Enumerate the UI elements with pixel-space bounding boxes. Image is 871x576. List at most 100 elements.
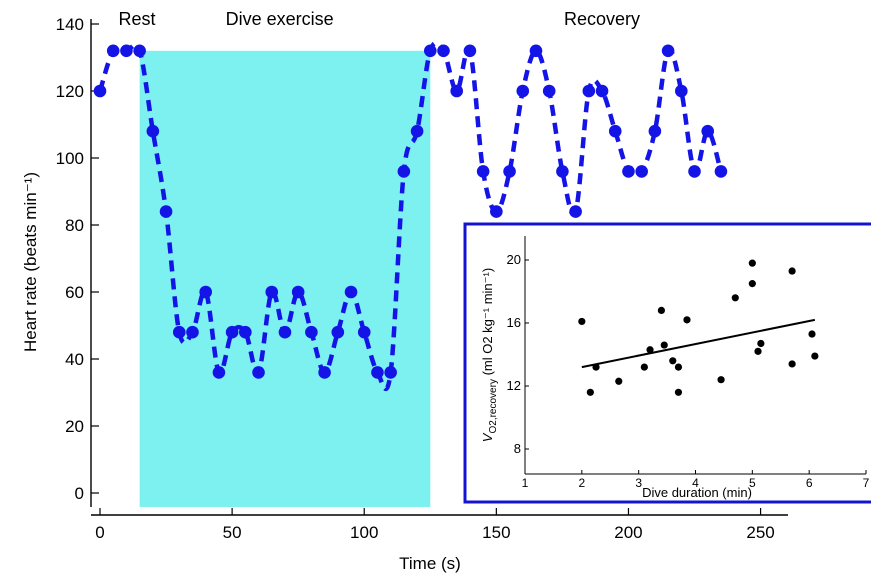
heart-rate-point [608,124,622,138]
inset-scatter-point [811,352,819,360]
inset-y-axis-label-main: V [480,432,495,442]
heart-rate-point [490,205,503,218]
heart-rate-point [344,285,358,299]
heart-rate-point [423,44,437,58]
x-tick-label: 100 [350,523,378,542]
inset-scatter-point [674,388,683,396]
heart-rate-point [635,165,648,178]
heart-rate-point [93,84,107,98]
inset-x-tick-label: 4 [692,476,699,490]
inset-x-tick-label: 3 [635,476,642,490]
heart-rate-point [582,84,596,98]
inset-scatter-point [748,259,756,267]
inset-scatter-point [748,280,756,288]
dive-exercise-region [139,50,431,508]
y-axis-label: Heart rate (beats min⁻¹) [21,172,40,352]
heart-rate-point [331,325,345,339]
heart-rate-point [371,366,384,379]
heart-rate-point [714,165,728,178]
inset-scatter-point [578,317,586,326]
y-tick-label: 140 [56,15,84,34]
inset-scatter-point [646,346,654,354]
heart-rate-point [542,84,556,98]
inset-scatter-point [788,267,796,275]
inset-x-tick-label: 7 [863,476,870,490]
phase-label: Rest [118,9,155,29]
heart-rate-point [357,325,371,339]
heart-rate-point [675,84,688,98]
heart-rate-point [305,325,318,339]
y-tick-label: 20 [65,417,84,436]
x-tick-label: 0 [95,523,104,542]
heart-rate-point [595,84,609,98]
y-tick-label: 40 [65,350,84,369]
heart-rate-point [688,165,701,178]
phase-label: Recovery [564,9,640,29]
heart-rate-point [199,285,212,299]
inset-scatter-point [674,363,683,371]
inset-y-axis-label: VO2,recovery (ml O2 kg⁻¹ min⁻¹) [480,268,499,442]
heart-rate-point [463,44,477,58]
heart-rate-point [106,44,120,58]
x-tick-label: 50 [223,523,242,542]
heart-rate-point [120,44,133,58]
heart-rate-point [410,124,424,138]
inset-scatter-point [669,357,677,365]
heart-rate-point [159,205,173,218]
heart-rate-point [397,165,411,178]
inset-scatter-point [592,363,600,371]
inset-x-tick-label: 2 [578,476,585,490]
y-tick-label: 60 [65,283,84,302]
heart-rate-point [701,124,715,138]
heart-rate-point [186,325,199,339]
y-tick-label: 120 [56,82,84,101]
inset-scatter-point [683,316,691,324]
heart-rate-point [133,44,146,58]
inset-y-tick-label: 12 [507,378,521,393]
inset-scatter-point [731,294,739,302]
heart-rate-point [556,165,569,178]
heart-rate-point [172,325,186,339]
inset-scatter-point [717,376,725,384]
inset-trendline [581,318,816,369]
inset-y-axis-label-unit: (ml O2 kg⁻¹ min⁻¹) [480,268,495,379]
y-tick-label: 100 [56,149,84,168]
heart-rate-point [291,285,305,299]
heart-rate-point [225,325,239,339]
inset-y-tick-label: 8 [514,441,521,456]
inset-x-tick-label: 6 [806,476,813,490]
heart-rate-point [476,165,490,178]
inset-scatter-point [754,347,762,355]
inset-x-axis-label: Dive duration (min) [642,485,752,500]
inset-scatter-point [640,363,648,371]
heart-rate-point [384,366,397,379]
heart-rate-point [437,44,450,58]
inset-scatter-point [615,377,623,385]
inset-scatter-point [657,306,666,314]
inset-y-tick-label: 16 [507,315,521,330]
heart-rate-point [212,366,226,379]
inset-y-axis-label-subscript: O2,recovery [488,379,499,433]
heart-rate-point [648,124,662,138]
inset-y-tick-label: 20 [507,252,521,267]
heart-rate-point [661,44,675,58]
heart-rate-point [516,84,530,98]
heart-rate-point [569,205,582,218]
heart-rate-point [252,366,265,379]
inset-x-tick-label: 1 [522,476,529,490]
inset-x-tick-label: 5 [749,476,756,490]
heart-rate-point [529,44,543,58]
x-tick-label: 200 [614,523,642,542]
inset-scatter-point [757,339,765,348]
inset-scatter-point [808,330,816,338]
inset-scatter-point [586,388,594,396]
y-tick-label: 0 [75,484,84,503]
heart-rate-point [265,285,279,299]
x-axis-label: Time (s) [399,554,461,573]
heart-rate-point [450,84,464,98]
y-tick-label: 80 [65,216,84,235]
heart-rate-point [146,124,160,138]
